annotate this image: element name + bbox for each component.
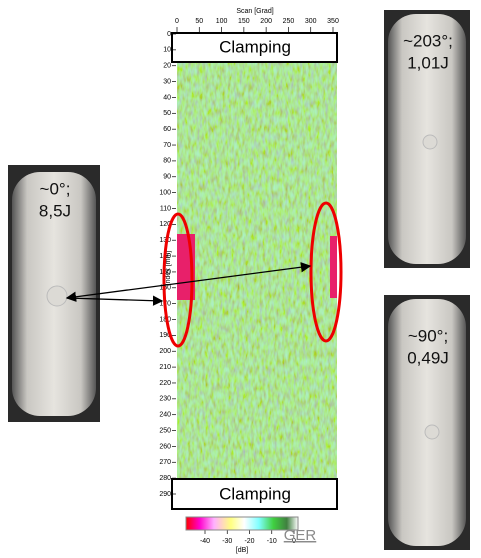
logo: GER bbox=[284, 527, 317, 544]
photo-label: 8,5J bbox=[39, 201, 71, 220]
colorbar-tick-label: -20 bbox=[244, 538, 254, 545]
photo-label: ~0°; bbox=[40, 179, 71, 198]
x-axis-label: Scan [Grad] bbox=[236, 8, 273, 15]
clamping-label: Clamping bbox=[219, 37, 291, 56]
y-tick-label: 110 bbox=[160, 205, 171, 212]
y-tick-label: 80 bbox=[163, 158, 171, 165]
x-tick-label: 350 bbox=[327, 18, 339, 25]
y-tick-label: 260 bbox=[159, 443, 171, 450]
y-tick-label: 70 bbox=[163, 142, 171, 149]
y-tick-label: 10 bbox=[163, 47, 171, 54]
figure: ~0°; 8,5J ~203°; 1,01J ~90°; 0,49J Clamping C… bbox=[0, 0, 481, 558]
y-tick-label: 60 bbox=[163, 126, 171, 133]
y-tick-label: 100 bbox=[159, 189, 171, 196]
x-tick-label: 50 bbox=[195, 18, 203, 25]
colorbar-tick-label: -40 bbox=[200, 538, 210, 545]
photo-label: ~203°; bbox=[403, 31, 453, 50]
y-tick-label: 40 bbox=[163, 94, 171, 101]
y-tick-label: 270 bbox=[159, 459, 171, 466]
photo-label: ~90°; bbox=[408, 326, 448, 345]
photo-label: 0,49J bbox=[407, 348, 449, 367]
y-tick-label: 240 bbox=[159, 412, 171, 419]
x-tick-label: 250 bbox=[283, 18, 295, 25]
scan-noise bbox=[177, 33, 337, 510]
clamping-label: Clamping bbox=[219, 484, 291, 503]
y-tick-label: 250 bbox=[159, 427, 171, 434]
photo-label: 1,01J bbox=[407, 53, 449, 72]
y-tick-label: 290 bbox=[159, 491, 171, 498]
y-tick-label: 230 bbox=[159, 396, 171, 403]
y-tick-label: 200 bbox=[159, 348, 171, 355]
y-tick-label: 30 bbox=[163, 78, 171, 85]
x-tick-label: 300 bbox=[305, 18, 317, 25]
y-tick-label: 20 bbox=[163, 63, 171, 70]
colorbar-unit: [dB] bbox=[236, 547, 249, 554]
y-tick-label: 210 bbox=[159, 364, 171, 371]
colorbar bbox=[186, 517, 298, 530]
defect-right bbox=[330, 236, 337, 298]
x-tick-label: 150 bbox=[238, 18, 250, 25]
colorbar-tick-label: -30 bbox=[222, 538, 232, 545]
colorbar-tick-label: -10 bbox=[267, 538, 277, 545]
y-tick-label: 90 bbox=[163, 174, 171, 181]
x-tick-label: 0 bbox=[175, 18, 179, 25]
y-tick-label: 280 bbox=[159, 475, 171, 482]
x-tick-label: 200 bbox=[260, 18, 272, 25]
y-tick-label: 50 bbox=[163, 110, 171, 117]
y-tick-label: 220 bbox=[159, 380, 171, 387]
y-tick-label: 0 bbox=[167, 31, 171, 38]
x-tick-label: 100 bbox=[216, 18, 228, 25]
